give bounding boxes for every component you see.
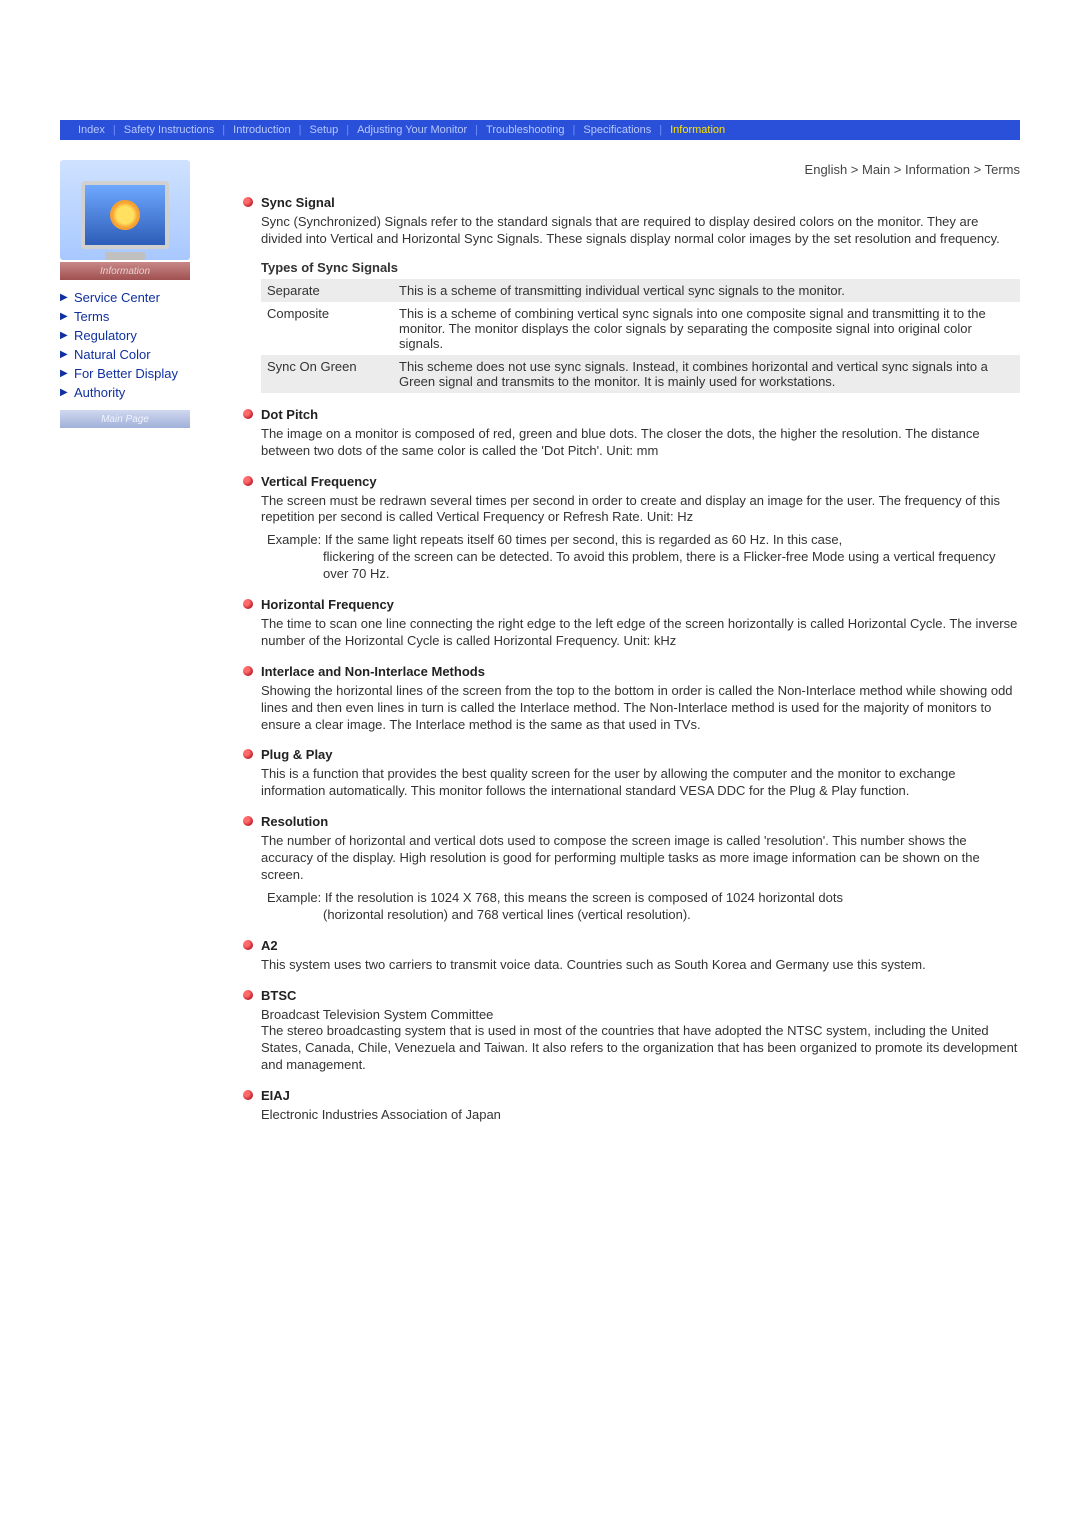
sun-icon <box>110 200 140 230</box>
top-nav: Index| Safety Instructions| Introduction… <box>60 120 1020 140</box>
section-body: This system uses two carriers to transmi… <box>261 957 1020 974</box>
sidebar-item-better-display[interactable]: ▶For Better Display <box>60 364 210 383</box>
sidebar-link[interactable]: Regulatory <box>74 328 137 343</box>
sidebar-item-service-center[interactable]: ▶Service Center <box>60 288 210 307</box>
section-body: Broadcast Television System Committee Th… <box>261 1007 1020 1075</box>
sidebar-links: ▶Service Center ▶Terms ▶Regulatory ▶Natu… <box>60 288 210 402</box>
example-text-cont: flickering of the screen can be detected… <box>267 549 1020 583</box>
table-title: Types of Sync Signals <box>261 260 1020 275</box>
table-cell-name: Composite <box>261 302 393 355</box>
sidebar-link[interactable]: Authority <box>74 385 125 400</box>
bullet-icon <box>243 476 253 486</box>
main-content: English > Main > Information > Terms Syn… <box>210 150 1020 1138</box>
nav-information[interactable]: Information <box>662 124 733 136</box>
example-text-cont: (horizontal resolution) and 768 vertical… <box>267 907 1020 924</box>
bullet-icon <box>243 599 253 609</box>
bullet-icon <box>243 197 253 207</box>
section-body: This is a function that provides the bes… <box>261 766 1020 800</box>
section-body: Showing the horizontal lines of the scre… <box>261 683 1020 734</box>
sidebar-illustration <box>60 160 190 260</box>
arrow-icon: ▶ <box>60 387 74 398</box>
section-title: Horizontal Frequency <box>261 597 1020 612</box>
section-title: Interlace and Non-Interlace Methods <box>261 664 1020 679</box>
table-cell-name: Sync On Green <box>261 355 393 393</box>
example-label: Example: <box>267 890 321 905</box>
arrow-icon: ▶ <box>60 311 74 322</box>
bullet-icon <box>243 666 253 676</box>
section-title: BTSC <box>261 988 1020 1003</box>
section-eiaj: EIAJ Electronic Industries Association o… <box>245 1088 1020 1124</box>
arrow-icon: ▶ <box>60 349 74 360</box>
sidebar-item-authority[interactable]: ▶Authority <box>60 383 210 402</box>
example-block: Example: If the resolution is 1024 X 768… <box>267 890 1020 924</box>
sidebar-link[interactable]: For Better Display <box>74 366 178 381</box>
table-cell-desc: This is a scheme of transmitting individ… <box>393 279 1020 302</box>
sidebar-item-natural-color[interactable]: ▶Natural Color <box>60 345 210 364</box>
section-body: The time to scan one line connecting the… <box>261 616 1020 650</box>
nav-safety[interactable]: Safety Instructions <box>116 124 223 136</box>
sync-signals-table: SeparateThis is a scheme of transmitting… <box>261 279 1020 393</box>
section-resolution: Resolution The number of horizontal and … <box>245 814 1020 923</box>
section-vertical-frequency: Vertical Frequency The screen must be re… <box>245 474 1020 583</box>
table-cell-desc: This scheme does not use sync signals. I… <box>393 355 1020 393</box>
table-cell-desc: This is a scheme of combining vertical s… <box>393 302 1020 355</box>
bullet-icon <box>243 990 253 1000</box>
sidebar-link[interactable]: Terms <box>74 309 109 324</box>
table-row: CompositeThis is a scheme of combining v… <box>261 302 1020 355</box>
table-row: SeparateThis is a scheme of transmitting… <box>261 279 1020 302</box>
bullet-icon <box>243 1090 253 1100</box>
arrow-icon: ▶ <box>60 330 74 341</box>
section-a2: A2 This system uses two carriers to tran… <box>245 938 1020 974</box>
section-title: Sync Signal <box>261 195 1020 210</box>
section-sync-signal: Sync Signal Sync (Synchronized) Signals … <box>245 195 1020 393</box>
sidebar: Information ▶Service Center ▶Terms ▶Regu… <box>60 150 210 1138</box>
section-title: Dot Pitch <box>261 407 1020 422</box>
section-title: Vertical Frequency <box>261 474 1020 489</box>
breadcrumb: English > Main > Information > Terms <box>245 150 1020 195</box>
sidebar-item-regulatory[interactable]: ▶Regulatory <box>60 326 210 345</box>
sidebar-item-terms[interactable]: ▶Terms <box>60 307 210 326</box>
bullet-icon <box>243 749 253 759</box>
section-body: Sync (Synchronized) Signals refer to the… <box>261 214 1020 248</box>
section-title: Resolution <box>261 814 1020 829</box>
monitor-icon <box>81 181 169 249</box>
section-body: The screen must be redrawn several times… <box>261 493 1020 527</box>
nav-introduction[interactable]: Introduction <box>225 124 298 136</box>
table-cell-name: Separate <box>261 279 393 302</box>
sidebar-link[interactable]: Natural Color <box>74 347 151 362</box>
section-body: Electronic Industries Association of Jap… <box>261 1107 1020 1124</box>
section-title: A2 <box>261 938 1020 953</box>
section-body: The number of horizontal and vertical do… <box>261 833 1020 884</box>
nav-troubleshooting[interactable]: Troubleshooting <box>478 124 572 136</box>
nav-adjusting[interactable]: Adjusting Your Monitor <box>349 124 475 136</box>
section-title: EIAJ <box>261 1088 1020 1103</box>
arrow-icon: ▶ <box>60 292 74 303</box>
nav-setup[interactable]: Setup <box>301 124 346 136</box>
nav-index[interactable]: Index <box>70 124 113 136</box>
sidebar-link[interactable]: Service Center <box>74 290 160 305</box>
section-horizontal-frequency: Horizontal Frequency The time to scan on… <box>245 597 1020 650</box>
section-title: Plug & Play <box>261 747 1020 762</box>
example-text: If the same light repeats itself 60 time… <box>321 532 842 547</box>
bullet-icon <box>243 409 253 419</box>
bullet-icon <box>243 816 253 826</box>
section-plug-play: Plug & Play This is a function that prov… <box>245 747 1020 800</box>
example-block: Example: If the same light repeats itsel… <box>267 532 1020 583</box>
bullet-icon <box>243 940 253 950</box>
sidebar-section-label: Information <box>60 262 190 280</box>
example-text: If the resolution is 1024 X 768, this me… <box>321 890 843 905</box>
nav-specifications[interactable]: Specifications <box>575 124 659 136</box>
sidebar-main-page[interactable]: Main Page <box>60 410 190 428</box>
section-interlace: Interlace and Non-Interlace Methods Show… <box>245 664 1020 734</box>
table-row: Sync On GreenThis scheme does not use sy… <box>261 355 1020 393</box>
section-dot-pitch: Dot Pitch The image on a monitor is comp… <box>245 407 1020 460</box>
section-body: The image on a monitor is composed of re… <box>261 426 1020 460</box>
arrow-icon: ▶ <box>60 368 74 379</box>
example-label: Example: <box>267 532 321 547</box>
section-btsc: BTSC Broadcast Television System Committ… <box>245 988 1020 1075</box>
